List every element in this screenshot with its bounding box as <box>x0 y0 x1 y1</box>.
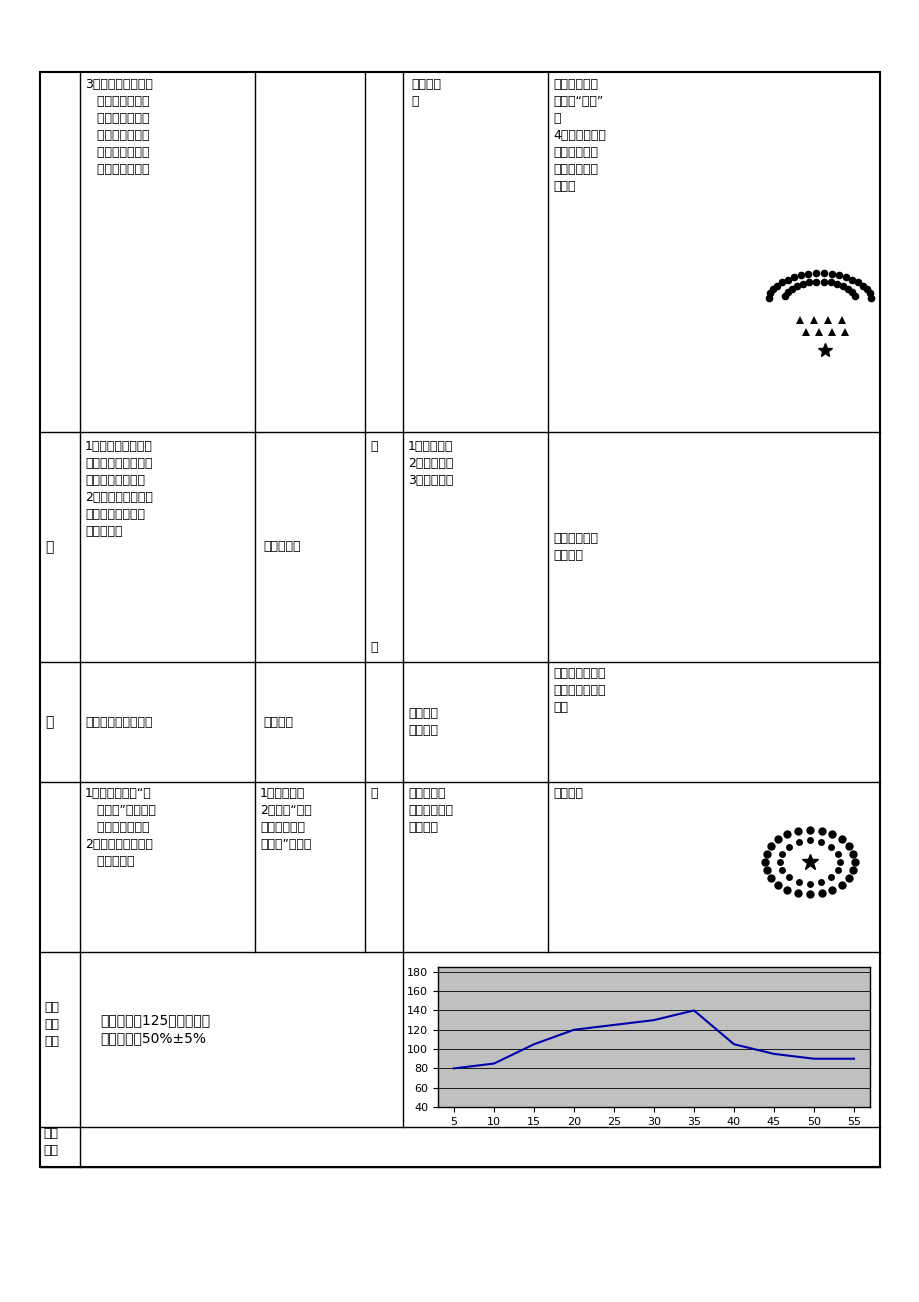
Text: 音乐放松: 音乐放松 <box>263 716 292 729</box>
Text: 《群狮会》: 《群狮会》 <box>263 540 301 553</box>
Text: 小: 小 <box>369 641 377 654</box>
Text: 放松投入，节奏
轻柔舒展，感情
愉快: 放松投入，节奏 轻柔舒展，感情 愉快 <box>552 667 605 713</box>
Text: 1、明白与理解“健
   康第一”的意义。
   感受运动的乐趣
2、激发起学生继续
   学习的欲望: 1、明白与理解“健 康第一”的意义。 感受运动的乐趣 2、激发起学生继续 学习的… <box>85 786 155 868</box>
Text: 1、评价小结
2、喜：“我运
动、我健康、
我快乐”口号。: 1、评价小结 2、喜：“我运 动、我健康、 我快乐”口号。 <box>260 786 312 852</box>
Text: 热情投入，情
绪高涨，: 热情投入，情 绪高涨， <box>552 533 597 562</box>
Text: 高: 高 <box>369 440 377 453</box>
Text: 情感体现: 情感体现 <box>552 786 583 799</box>
Text: 运动
负荷
预计: 运动 负荷 预计 <box>44 1001 59 1048</box>
Text: 1、积极进取，表现
出合作精神，增进同
学间的团结和情谊
2、深刻地感受着舞
狮这一传统运动的
魅力和乐趣: 1、积极进取，表现 出合作精神，增进同 学间的团结和情谊 2、深刻地感受着舞 狮… <box>85 440 153 538</box>
Text: 引导学生感
受与反思，课
外延伸。: 引导学生感 受与反思，课 外延伸。 <box>407 786 452 835</box>
Text: 3、敌于大胆创新，
   跳出传统舞狮运
   动的框架，展示
   学生的美好的内
   心世界和积极向
   上的生活热情。: 3、敌于大胆创新， 跳出传统舞狮运 动的框架，展示 学生的美好的内 心世界和积极… <box>85 78 153 176</box>
Text: 师生共舞
语言配合: 师生共舞 语言配合 <box>407 707 437 737</box>
Text: 课后
小结: 课后 小结 <box>43 1128 58 1157</box>
Bar <box>40 72 879 1167</box>
Text: 五: 五 <box>45 540 53 553</box>
Text: 表现在自己所
舞动的“狮子”
上
4、情绪高涨，
积极参与，大
进行自我个性
展示。: 表现在自己所 舞动的“狮子” 上 4、情绪高涨， 积极参与，大 进行自我个性 展… <box>552 78 606 193</box>
Text: 平均脉搏：125次（分钟）
练习密度：50%±5%: 平均脉搏：125次（分钟） 练习密度：50%±5% <box>100 1013 210 1046</box>
Text: 六: 六 <box>45 715 53 729</box>
Text: 和完美汇
演: 和完美汇 演 <box>411 78 440 108</box>
Text: 小: 小 <box>369 786 377 799</box>
Text: 身心放松，调节情绪: 身心放松，调节情绪 <box>85 716 153 729</box>
Text: 1、明确要求
2、鼓动激就
3、教学点评: 1、明确要求 2、鼓动激就 3、教学点评 <box>407 440 453 487</box>
